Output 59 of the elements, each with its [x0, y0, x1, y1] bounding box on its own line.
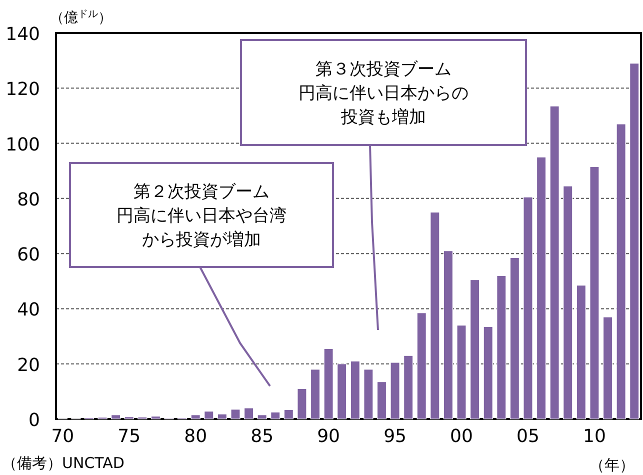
bar: [244, 408, 254, 420]
bar: [616, 124, 626, 420]
bar: [376, 381, 387, 420]
bar: [510, 257, 520, 420]
bar: [204, 410, 214, 420]
bar: [324, 348, 334, 420]
bar: [563, 186, 573, 420]
bar: [297, 388, 307, 420]
x-tick-label: 90: [317, 426, 340, 447]
y-tick-label: 60: [17, 244, 40, 266]
annotation: 第２次投資ブーム円高に伴い日本や台湾から投資が増加: [116, 182, 286, 250]
bar: [630, 63, 640, 420]
bar: [456, 324, 466, 420]
y-axis-title: （億$^{ドル}$）: [50, 8, 112, 26]
y-tick-label: 80: [17, 189, 40, 210]
bar: [523, 196, 533, 420]
x-tick-label: 80: [184, 426, 208, 447]
text: （備考）UNCTAD: [2, 454, 124, 472]
bar: [337, 364, 347, 420]
bar: [310, 369, 320, 420]
bar: [150, 416, 161, 420]
bar: [230, 409, 240, 420]
y-tick-label: 120: [6, 79, 40, 100]
bar: [550, 106, 560, 420]
bar: [470, 279, 480, 420]
x-tick-label: 10: [583, 426, 606, 447]
bar: [602, 316, 613, 420]
bar: [590, 166, 600, 420]
bar: [416, 312, 426, 420]
x-tick-label: 00: [450, 426, 473, 447]
bar: [111, 414, 121, 420]
bar: [124, 416, 134, 420]
x-tick-label: 95: [384, 426, 406, 447]
y-tick-label: 140: [6, 24, 40, 45]
bar: [443, 250, 454, 420]
bar: [257, 414, 267, 420]
y-tick-label: 40: [17, 300, 40, 321]
x-tick-label: 75: [118, 426, 141, 447]
bar: [430, 212, 440, 420]
y-tick-label: 100: [6, 134, 40, 156]
x-tick-label: 05: [516, 426, 540, 447]
x-tick-label: 85: [250, 426, 274, 447]
annotation: 第３次投資ブーム円高に伴い日本からの投資も増加: [298, 60, 468, 128]
bar: [284, 409, 294, 420]
bar: [390, 362, 400, 420]
y-tick-label: 0: [28, 410, 40, 431]
x-tick-label: 70: [51, 426, 74, 447]
bar: [536, 156, 546, 420]
bar: [496, 275, 506, 420]
bar: [483, 326, 493, 420]
bar: [190, 414, 200, 420]
bar: [364, 369, 374, 420]
bar: [270, 412, 280, 420]
x-axis-title: （年）: [590, 456, 634, 474]
y-tick-label: 20: [17, 354, 40, 376]
bar: [217, 414, 228, 420]
bar: [404, 355, 414, 420]
bar: [350, 360, 360, 420]
bar: [576, 284, 586, 420]
